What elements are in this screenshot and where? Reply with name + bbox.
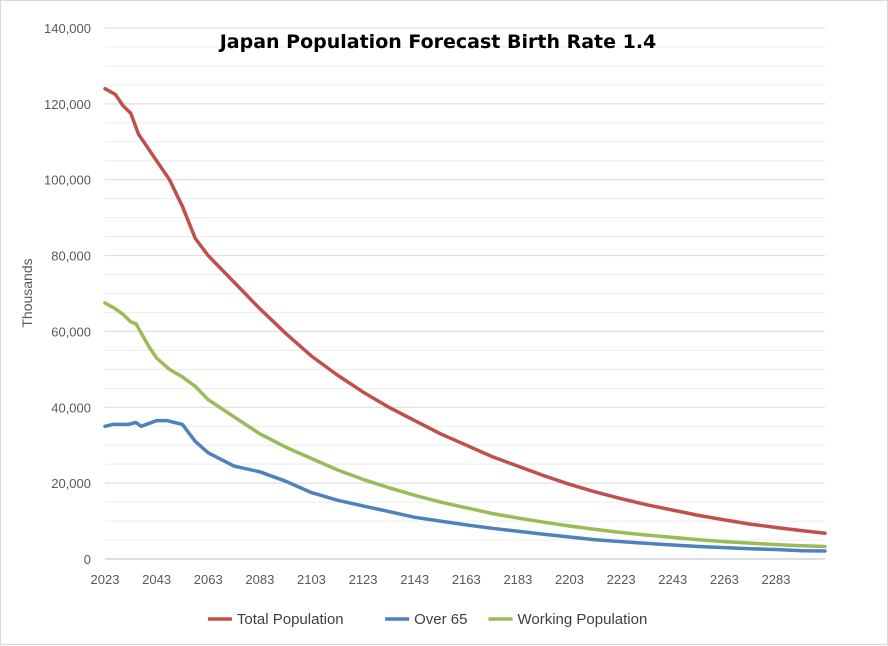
chart-title: Japan Population Forecast Birth Rate 1.4	[218, 31, 657, 53]
series-line-total-population	[103, 86, 827, 535]
x-tick-label: 2023	[91, 572, 120, 587]
x-tick-label: 2103	[297, 572, 326, 587]
x-tick-label: 2143	[400, 572, 429, 587]
x-tick-label: 2123	[349, 572, 378, 587]
y-tick-label: 120,000	[44, 97, 91, 112]
x-tick-label: 2283	[762, 572, 791, 587]
legend-label-over-65: Over 65	[414, 611, 467, 628]
y-tick-label: 20,000	[51, 476, 91, 491]
gridlines	[105, 27, 825, 541]
x-tick-label: 2263	[710, 572, 739, 587]
tick-labels: 0 20,000 40,000 60,000 80,000 100,000 120,000 1…	[44, 21, 790, 587]
y-tick-label: 60,000	[51, 324, 91, 339]
y-tick-label: 40,000	[51, 400, 91, 415]
legend: Total Population Over 65 Working Populatio…	[207, 611, 648, 628]
y-tick-label: 100,000	[44, 173, 91, 188]
x-tick-label: 2163	[452, 572, 481, 587]
y-tick-label: 140,000	[44, 21, 91, 36]
x-tick-label: 2243	[658, 572, 687, 587]
y-tick-label: 80,000	[51, 249, 91, 264]
x-tick-label: 2063	[194, 572, 223, 587]
x-tick-label: 2083	[245, 572, 274, 587]
x-tick-label: 2043	[142, 572, 171, 587]
series-lines	[103, 86, 827, 553]
series-line-working-population	[103, 301, 827, 549]
x-tick-label: 2203	[555, 572, 584, 587]
x-tick-label: 2183	[503, 572, 532, 587]
y-axis-label: Thousands	[19, 258, 35, 327]
x-tick-label: 2223	[607, 572, 636, 587]
y-tick-label: 0	[84, 552, 91, 567]
legend-label-total-population: Total Population	[237, 611, 344, 628]
legend-label-working-population: Working Population	[518, 611, 648, 628]
series-line-over-65	[103, 418, 827, 553]
